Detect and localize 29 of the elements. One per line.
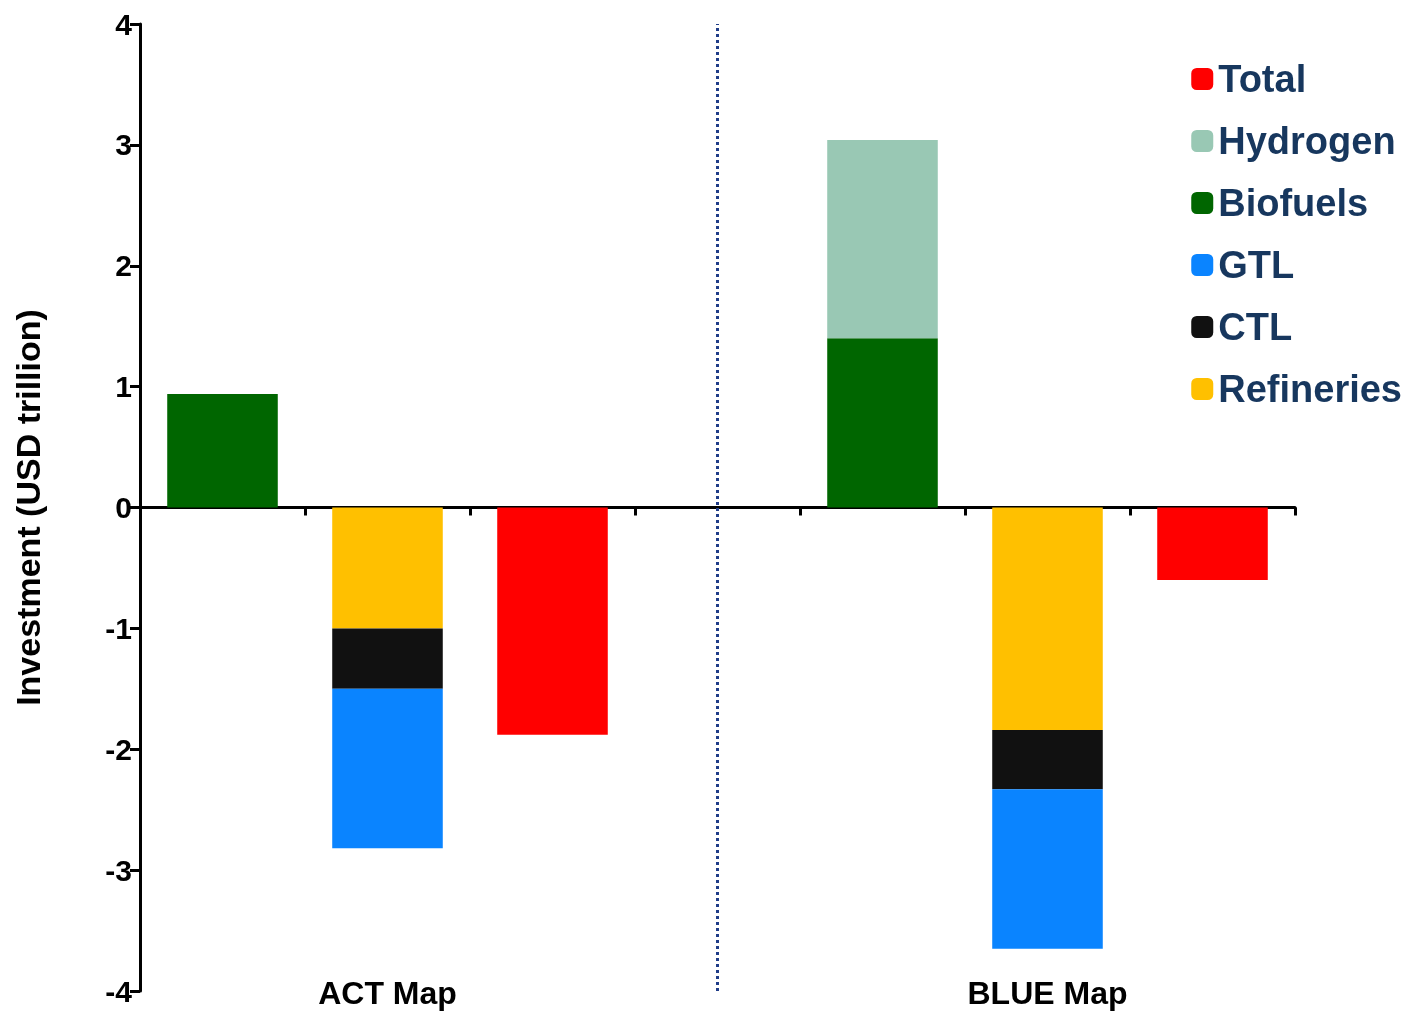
y-tick-label: 4 [115, 7, 133, 41]
bar [332, 628, 443, 689]
bar [1157, 507, 1268, 581]
y-tick-label: -3 [105, 853, 132, 887]
bar [827, 140, 938, 339]
legend-label: Hydrogen [1218, 120, 1396, 162]
y-tick-label: 1 [115, 370, 132, 404]
legend-label: GTL [1218, 244, 1295, 286]
y-tick-label: -4 [105, 974, 133, 1008]
legend-label: Biofuels [1218, 182, 1369, 224]
bar [992, 507, 1103, 730]
bar [332, 688, 443, 849]
legend-label: Refineries [1218, 368, 1402, 410]
y-tick-label: -1 [105, 611, 132, 645]
x-tick-label: BLUE Map [967, 975, 1128, 1011]
legend-label: Total [1218, 58, 1307, 100]
bar [992, 729, 1103, 790]
y-axis-title: Investment (USD trillion) [9, 309, 47, 706]
bar [827, 338, 938, 508]
bar [992, 789, 1103, 949]
y-tick-label: 3 [115, 128, 132, 162]
y-tick-label: 2 [115, 249, 132, 283]
bar [332, 507, 443, 629]
x-tick-label: ACT Map [318, 975, 457, 1011]
legend-label: CTL [1218, 306, 1293, 348]
bar [167, 393, 278, 508]
y-tick-label: 0 [115, 491, 132, 524]
bar [497, 507, 608, 735]
y-tick-label: -2 [105, 732, 132, 766]
